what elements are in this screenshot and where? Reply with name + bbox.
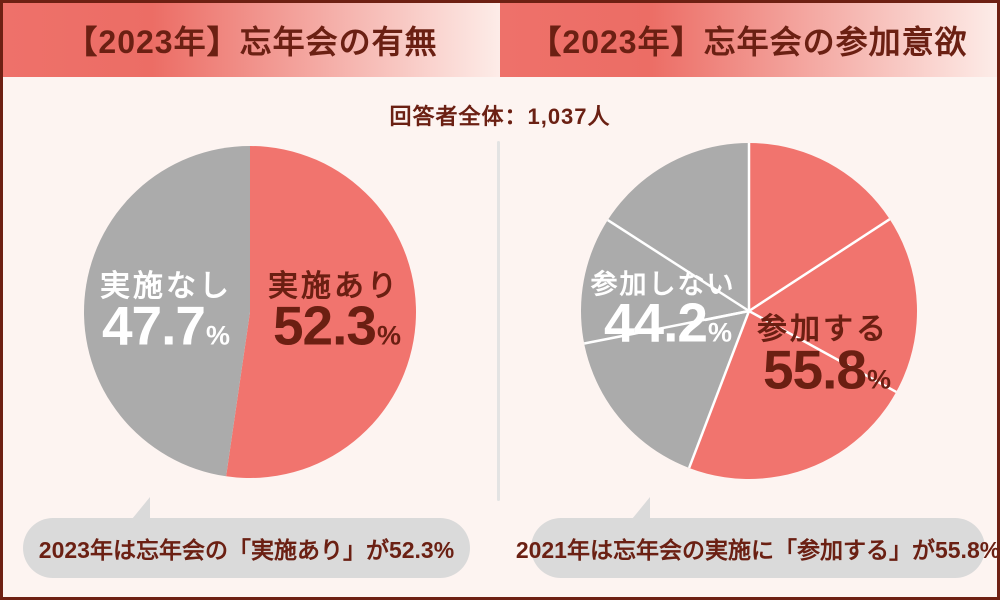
slice-value-not-join: 44.2%: [603, 291, 733, 354]
slice-value-join: 55.8%: [762, 338, 892, 401]
slice-value-party-held: 52.3%: [272, 294, 402, 357]
left-callout-text: 2023年は忘年会の「実施あり」が52.3%: [38, 537, 455, 563]
pie-chart-attendance: [84, 146, 416, 478]
callout-tail-icon: [132, 497, 150, 519]
slice-value-no-party: 47.7%: [101, 294, 231, 357]
left-chart-title-bar: 【2023年】忘年会の有無: [3, 3, 500, 77]
vertical-divider: [497, 141, 500, 501]
slice-label-party-held: 実施あり: [268, 270, 400, 303]
right-callout-bubble: 2021年は忘年会の実施に「参加する」が55.8%: [516, 497, 1000, 578]
callout-tail-icon: [632, 497, 650, 519]
right-chart-title: 【2023年】忘年会の参加意欲: [529, 24, 968, 60]
respondents-note: 回答者全体：1,037人: [389, 104, 611, 129]
left-chart-title: 【2023年】忘年会の有無: [65, 24, 438, 60]
right-callout-text: 2021年は忘年会の実施に「参加する」が55.8%: [515, 537, 1000, 563]
pie-chart-willingness: [581, 143, 917, 479]
slice-label-join: 参加する: [757, 313, 889, 346]
right-chart-title-bar: 【2023年】忘年会の参加意欲: [500, 3, 997, 77]
left-callout-bubble: 2023年は忘年会の「実施あり」が52.3%: [23, 497, 470, 578]
slice-label-no-party: 実施なし: [100, 270, 232, 303]
slice-label-not-join: 参加しない: [590, 269, 736, 300]
